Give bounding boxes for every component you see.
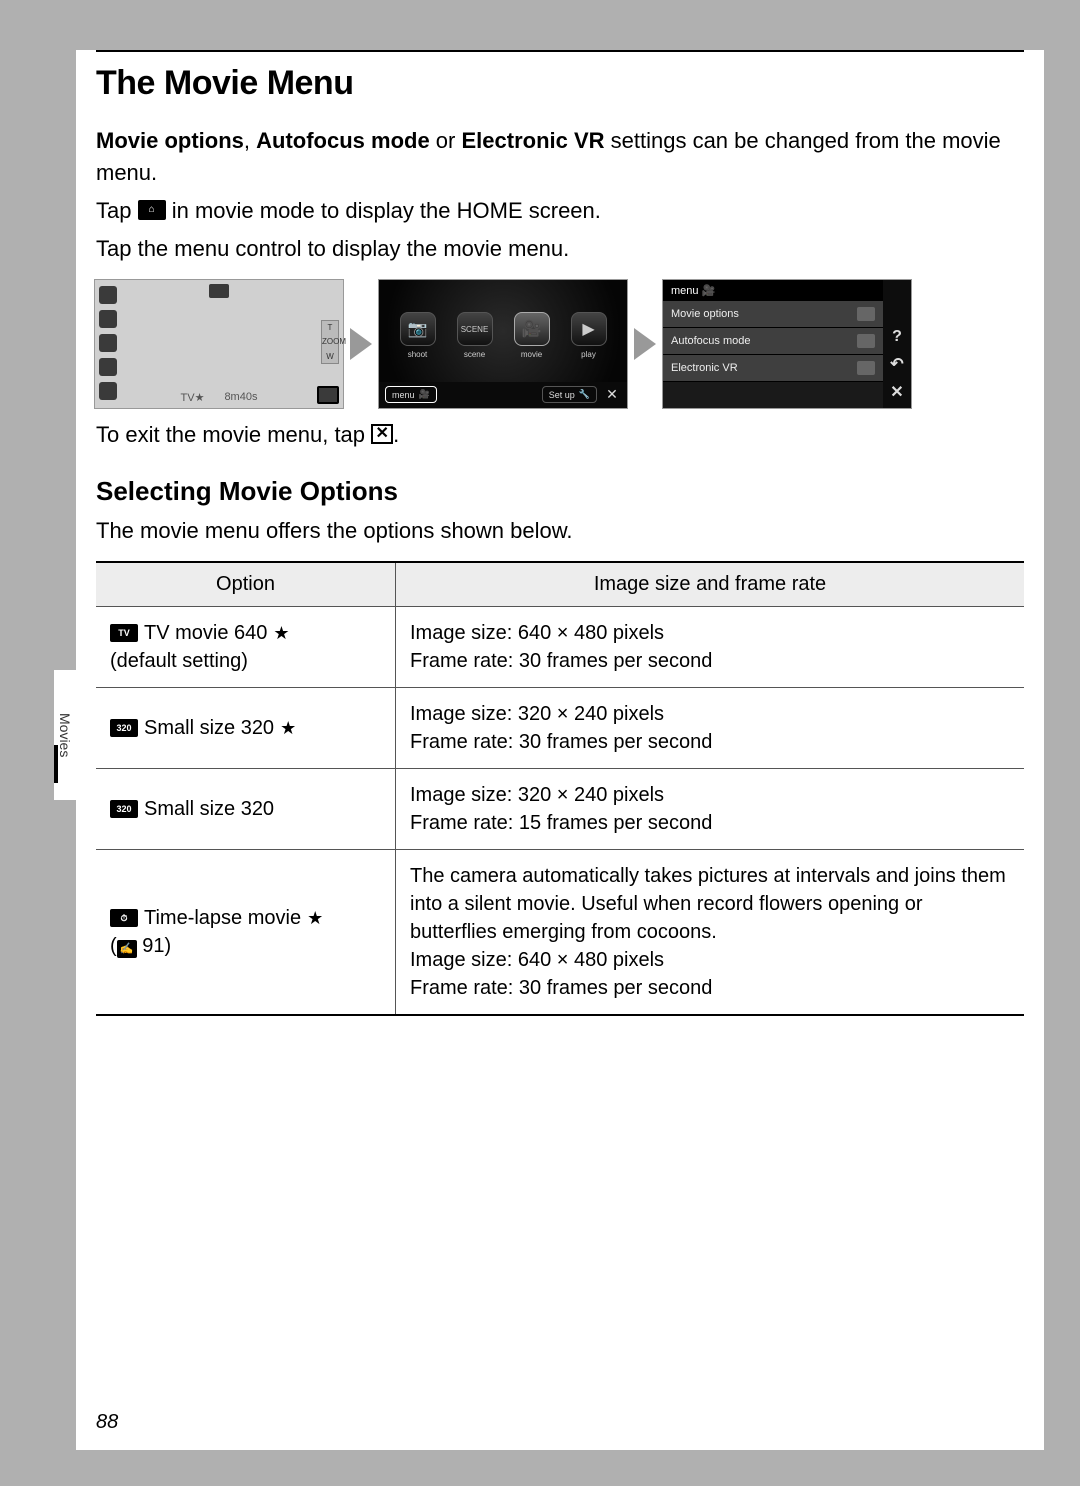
table-header-desc: Image size and frame rate [396,563,1024,606]
close-icon[interactable]: ✕ [603,386,621,403]
wb-icon [99,334,117,352]
options-table: Option Image size and frame rate TV TV m… [96,561,1024,1016]
close-icon: ✕ [371,424,393,444]
option-icon: TV [110,624,138,642]
exit-line: To exit the movie menu, tap ✕. [96,419,1024,451]
home-button[interactable] [317,386,339,404]
arrow-icon [350,328,372,360]
mode-icon [99,286,117,304]
side-button[interactable]: ✕ [890,382,903,402]
menu-button[interactable]: menu🎥 [385,386,437,403]
mode-scene[interactable]: SCENEscene [457,312,493,359]
table-header-option: Option [96,563,396,606]
zoom-control[interactable]: TZOOMW [321,320,339,364]
section-heading: Selecting Movie Options [96,476,1024,507]
option-icon: 320 [110,719,138,737]
tap-home-line: Tap ⌂ in movie mode to display the HOME … [96,195,1024,227]
title-rule [96,50,1024,52]
tap-menu-line: Tap the menu control to display the movi… [96,233,1024,265]
movie-menu-screen: menu 🎥 Movie optionsAutofocus modeElectr… [662,279,912,409]
play-icon [99,310,117,328]
page-number: 88 [96,1411,118,1434]
intro-paragraph: Movie options, Autofocus mode or Electro… [96,125,1024,189]
side-button[interactable]: ↶ [890,354,903,374]
option-icon: 320 [110,800,138,818]
mode-shoot[interactable]: 📷shoot [400,312,436,359]
menu-item[interactable]: Electronic VR [663,355,883,382]
camera-live-screen: TZOOMW TV★ 8m40s [94,279,344,409]
movie-format-label: TV★ [181,391,205,404]
menu-item[interactable]: Movie options [663,301,883,328]
af-icon [99,358,117,376]
setup-button[interactable]: Set up🔧 [542,386,597,403]
option-icon: ⏱ [110,909,138,927]
table-row: 320 Small size 320★Image size: 320 × 240… [96,687,1024,768]
arrow-icon [634,328,656,360]
mode-movie[interactable]: 🎥movie [514,312,550,359]
section-text: The movie menu offers the options shown … [96,515,1024,547]
menu-header: menu 🎥 [663,280,883,301]
home-icon: ⌂ [138,200,166,220]
movie-indicator-icon [209,284,229,298]
home-screen: 📷shoot SCENEscene 🎥movie ▶play menu🎥 Set up… [378,279,628,409]
screens-row: TZOOMW TV★ 8m40s 📷shoot SCENEscene 🎥movie ▶… [94,279,1026,409]
table-row: 320 Small size 320Image size: 320 × 240 … [96,768,1024,849]
page-title: The Movie Menu [96,64,1024,103]
menu-item[interactable]: Autofocus mode [663,328,883,355]
mode-play[interactable]: ▶play [571,312,607,359]
time-remaining-label: 8m40s [224,391,257,404]
side-button[interactable]: ? [892,328,902,346]
manual-page: The Movie Menu Movie options, Autofocus … [76,50,1044,1450]
table-row: ⏱ Time-lapse movie★(✍ 91)The camera auto… [96,849,1024,1014]
section-side-tab: Movies [54,670,76,800]
table-row: TV TV movie 640★(default setting)Image s… [96,606,1024,687]
